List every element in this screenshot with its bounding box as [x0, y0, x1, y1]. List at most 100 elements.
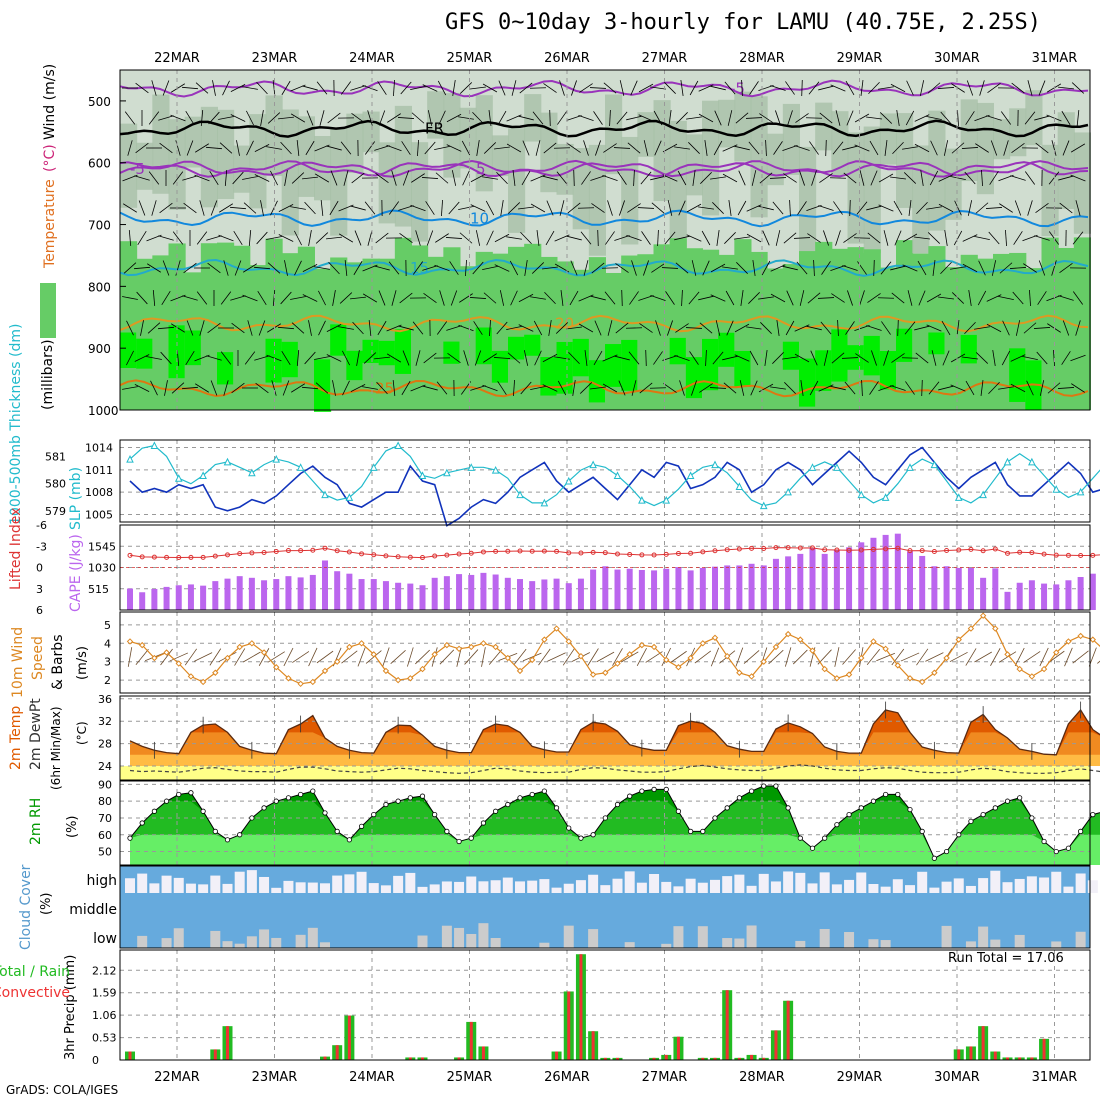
isotherm-label: 5: [476, 160, 486, 178]
wind-barb: [938, 385, 954, 391]
rh-marker: [627, 793, 633, 799]
wind-marker: [906, 675, 914, 682]
cape-bar: [638, 569, 645, 610]
wind-marker: [1028, 673, 1036, 680]
wind-barb: [223, 260, 229, 276]
wind-barb: [710, 176, 726, 180]
wind-barb: [452, 80, 456, 96]
wind-barb: [801, 79, 803, 97]
rh-shade-mid: [184, 116, 202, 168]
cloud-high-gap: [478, 881, 489, 893]
lifted-marker: [992, 546, 998, 552]
wind-barb: [1005, 229, 1007, 247]
rh-shade-mid: [281, 109, 299, 236]
wind-barb: [759, 113, 773, 123]
day-label-top: 31MAR: [1032, 51, 1078, 66]
wind-barb: [637, 207, 655, 209]
wind-tick-label: 2: [104, 674, 111, 687]
wind-barb: [873, 259, 875, 277]
y-tick-label: 600: [88, 157, 111, 171]
cape-bar: [273, 579, 280, 610]
wind-barb: [470, 86, 486, 90]
wind-barb: [210, 380, 218, 396]
precip-conv-bar: [457, 1057, 461, 1060]
wind-barb: [133, 266, 151, 270]
wind-barb: [834, 647, 840, 667]
thickness-marker: [491, 465, 500, 474]
wind-barb: [712, 202, 724, 214]
cape-bar: [443, 576, 450, 610]
wind-barb: [326, 324, 342, 332]
thickness-marker: [443, 468, 451, 477]
wind-barb: [968, 290, 972, 306]
wind-barb: [1023, 263, 1037, 273]
lifted-marker: [468, 550, 474, 556]
wind-barb: [158, 235, 174, 241]
wind-barb: [338, 233, 354, 243]
rh-shade-mid: [459, 107, 477, 169]
wind-barb: [578, 115, 594, 121]
wind-barb: [338, 326, 354, 330]
wind-barb: [746, 204, 762, 212]
wind-marker: [1016, 665, 1023, 673]
thickness-marker: [1052, 485, 1061, 493]
wind-barb: [630, 80, 638, 96]
wind-barb: [206, 235, 222, 241]
wind-barb: [280, 291, 292, 305]
cloud-low-bar: [490, 937, 501, 948]
precip-conv-bar: [421, 1057, 424, 1060]
wind-barb: [151, 200, 157, 216]
wind-barb: [308, 320, 312, 336]
rh-shade-bright: [184, 330, 202, 366]
wind-barb: [122, 386, 138, 390]
wind-barb: [535, 140, 541, 156]
cape-bar: [456, 574, 463, 610]
wind-barb: [1023, 651, 1041, 663]
wind-barb: [290, 113, 306, 123]
wind-barb: [357, 647, 366, 667]
precip-conv-bar: [1018, 1057, 1022, 1060]
cloud-high-gap: [210, 875, 221, 893]
cloud-high-gap: [770, 881, 781, 893]
wind-barb: [319, 110, 325, 126]
cloud-high-gap: [539, 879, 550, 893]
wind-marker: [260, 649, 268, 656]
wind-barb: [992, 350, 996, 366]
wind-barb: [878, 385, 894, 391]
rh-shade-bright: [782, 341, 800, 370]
wind-barb: [458, 205, 474, 211]
wind-barb: [618, 380, 626, 396]
precip-conv-bar: [762, 1057, 766, 1060]
wind-barb: [664, 82, 676, 94]
wind-barb: [530, 296, 546, 300]
isotherm-line: [119, 314, 1089, 333]
lifted-marker: [200, 554, 206, 560]
precip-conv-bar: [579, 954, 583, 1060]
lifted-marker: [846, 547, 852, 553]
wind-barb: [450, 290, 458, 306]
wind-barb: [940, 111, 952, 125]
wind-barb: [451, 170, 457, 186]
wind-barb: [627, 203, 641, 213]
rh-shade-mid: [411, 142, 429, 242]
wind-barb: [664, 231, 676, 245]
wind-marker: [321, 667, 329, 675]
wind-barb: [242, 86, 258, 90]
wind-barb: [415, 230, 421, 246]
rh-marker: [432, 811, 438, 818]
wind-barb: [583, 140, 589, 156]
cape-bar: [992, 568, 999, 610]
wind-barb: [185, 111, 195, 125]
wind-barb: [950, 353, 966, 363]
wind-marker: [333, 658, 341, 665]
rh-shade-bright: [928, 332, 946, 355]
cloud-low-bar: [320, 942, 330, 948]
wind-barb: [494, 146, 510, 150]
rh-shade-mid: [782, 103, 800, 175]
rh-shade-bright: [718, 332, 736, 367]
wind-barb: [1015, 320, 1021, 336]
wind-barb: [566, 326, 582, 330]
rh-shade-bright: [815, 350, 833, 391]
wind-barb: [633, 169, 635, 187]
wind-barb: [518, 115, 534, 121]
